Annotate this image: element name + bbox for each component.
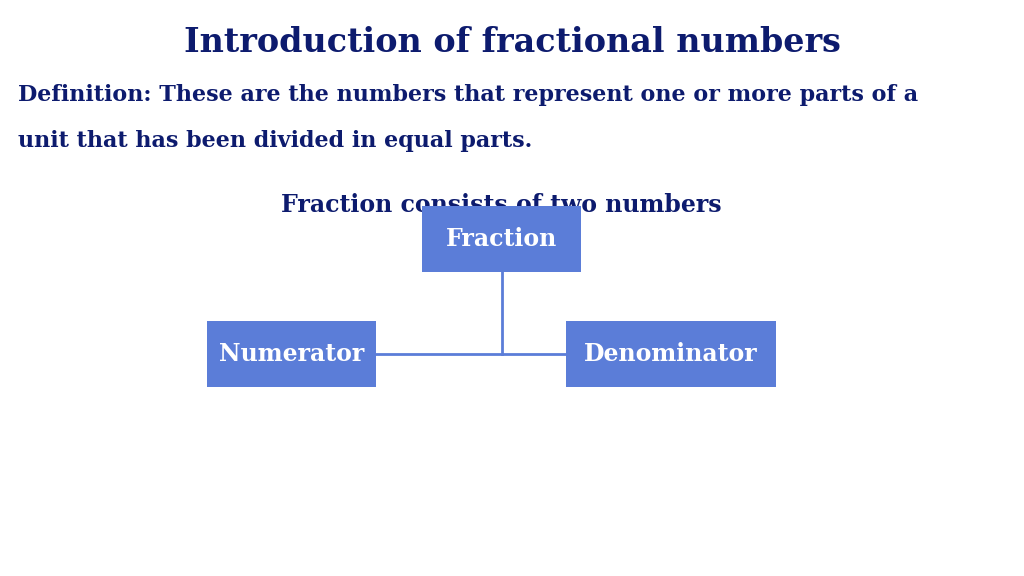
Text: Fraction: Fraction	[446, 227, 557, 251]
Text: Introduction of fractional numbers: Introduction of fractional numbers	[183, 26, 841, 59]
Text: unit that has been divided in equal parts.: unit that has been divided in equal part…	[18, 130, 532, 151]
Text: Definition: These are the numbers that represent one or more parts of a: Definition: These are the numbers that r…	[18, 84, 919, 105]
Text: Numerator: Numerator	[219, 342, 365, 366]
FancyBboxPatch shape	[565, 321, 776, 387]
FancyBboxPatch shape	[422, 206, 582, 272]
Text: Denominator: Denominator	[584, 342, 758, 366]
Text: Fraction consists of two numbers: Fraction consists of two numbers	[282, 193, 722, 217]
FancyBboxPatch shape	[207, 321, 376, 387]
